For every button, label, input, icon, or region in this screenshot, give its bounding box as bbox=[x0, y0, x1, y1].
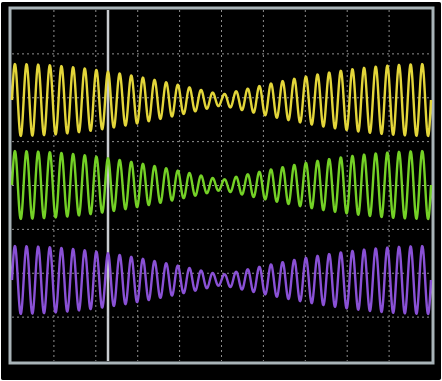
trace-2 bbox=[10, 149, 433, 221]
trace-1 bbox=[10, 62, 433, 138]
screen-bezel bbox=[8, 6, 435, 365]
trace-3 bbox=[10, 244, 433, 316]
trace-layer bbox=[10, 62, 433, 316]
